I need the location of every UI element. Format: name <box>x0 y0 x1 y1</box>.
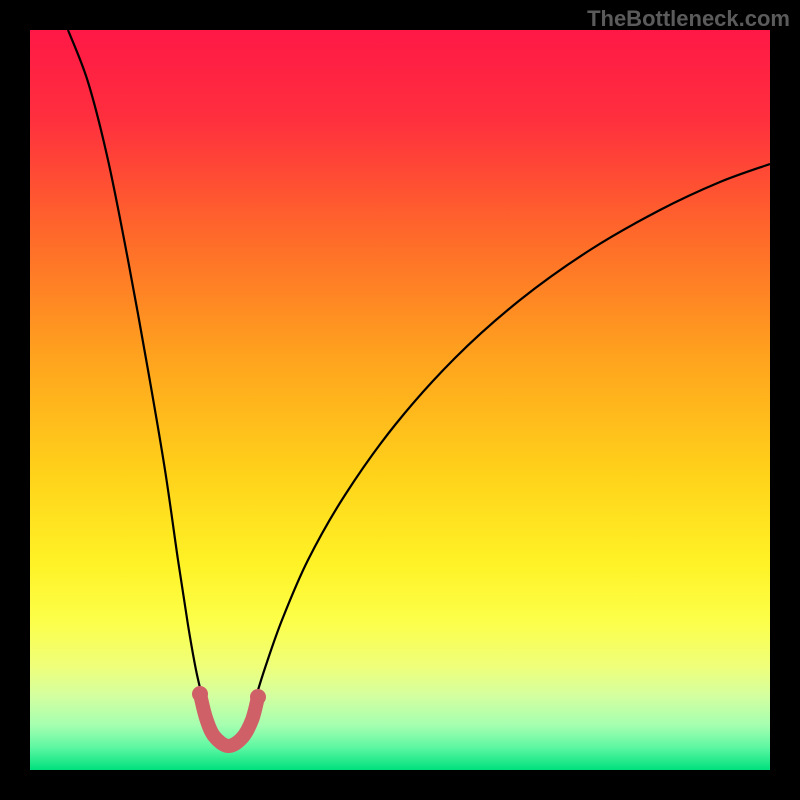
chart-plot-area <box>30 30 770 770</box>
watermark-text: TheBottleneck.com <box>587 6 790 32</box>
chart-container <box>0 0 800 800</box>
bottleneck-chart <box>0 0 800 800</box>
bottom-marker-dot-left <box>192 686 208 702</box>
bottom-marker-dot-right <box>250 689 266 705</box>
